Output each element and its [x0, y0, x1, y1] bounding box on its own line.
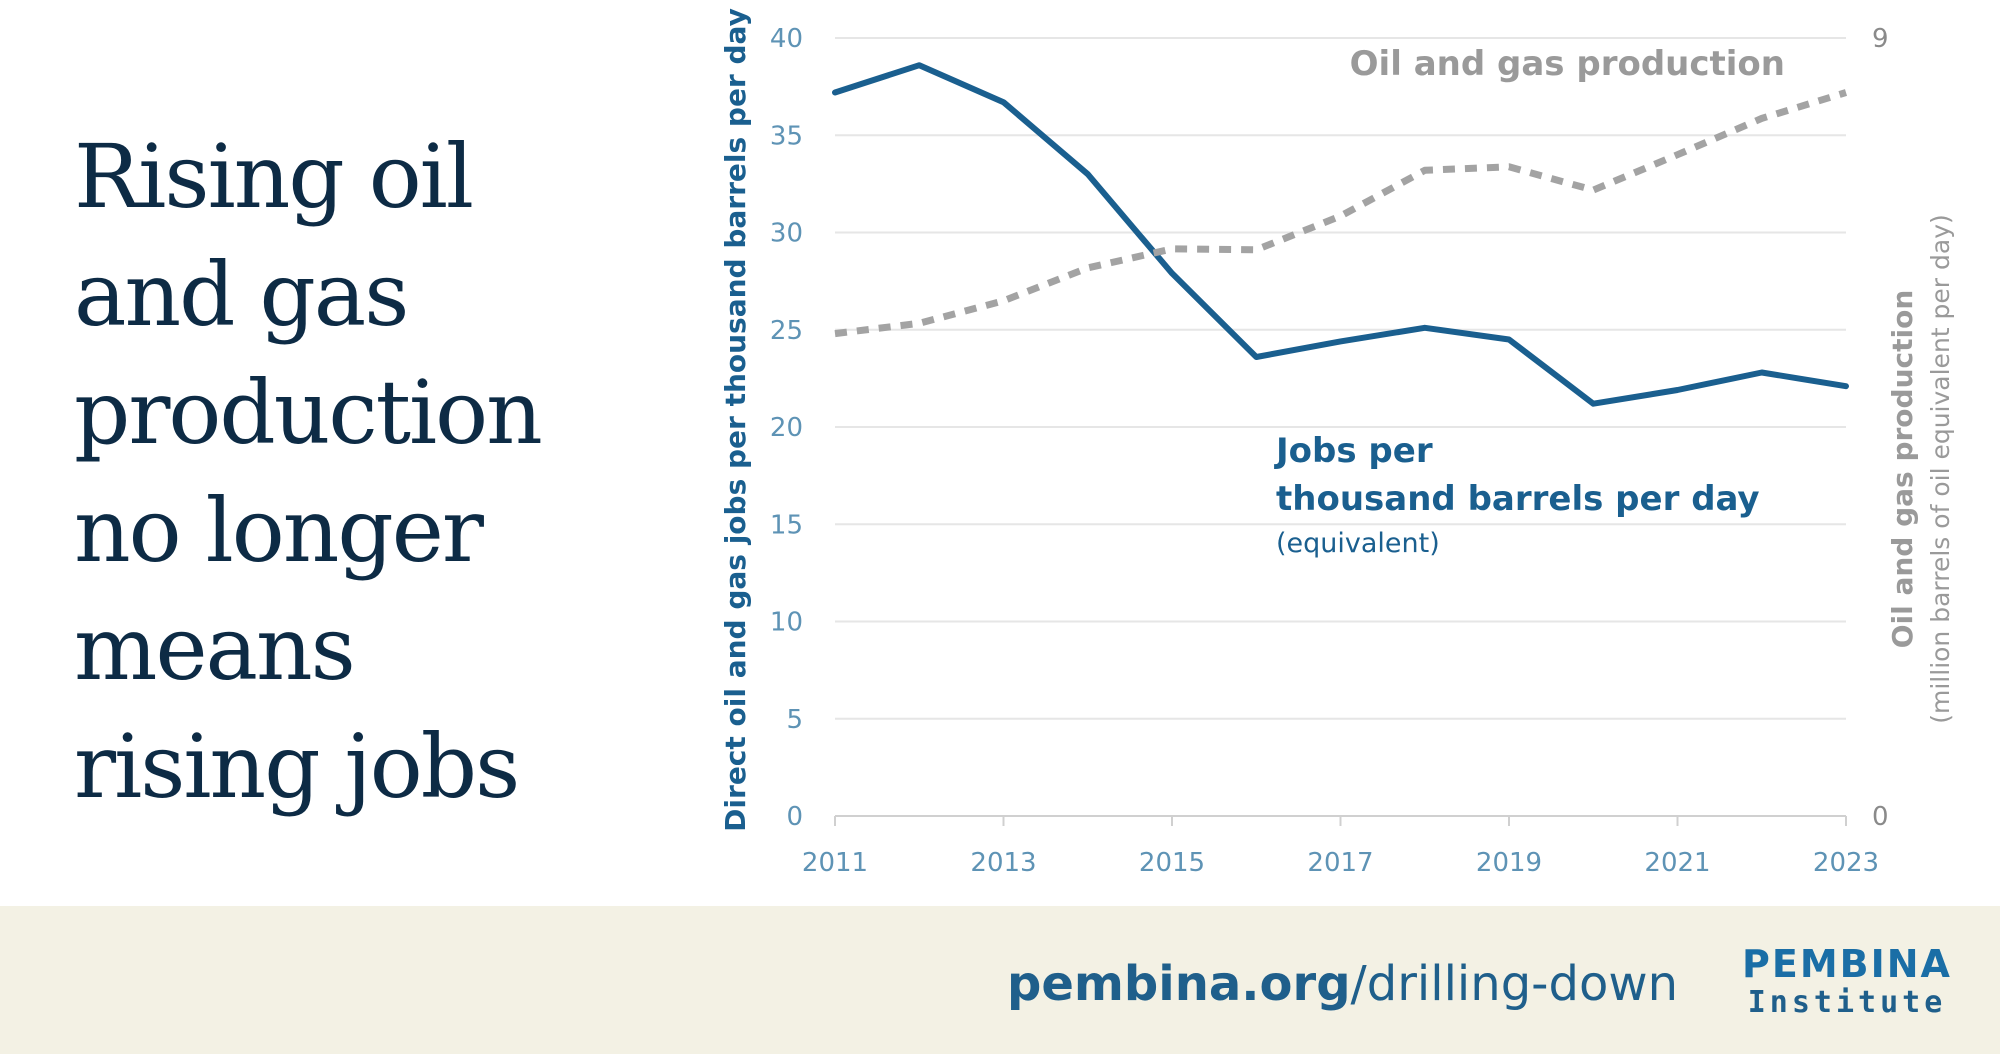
- x-tick-label: 2019: [1476, 848, 1542, 878]
- right-tick-label: 9: [1872, 24, 1889, 54]
- footer-url-domain: pembina.org: [1007, 956, 1351, 1012]
- left-tick-label: 20: [770, 413, 803, 443]
- left-tick-label: 25: [770, 316, 803, 346]
- x-tick-label: 2011: [802, 848, 868, 878]
- right-axis-ticks: 09: [1872, 24, 1889, 832]
- production-series-label: Oil and gas production: [1350, 44, 1785, 84]
- headline-line: production: [74, 361, 543, 464]
- jobs-series-label-line1: Jobs per: [1274, 431, 1433, 471]
- pembina-logo: PEMBINA Institute: [1732, 942, 1962, 1020]
- right-axis-sublabel: (million barrels of oil equivalent per d…: [1926, 214, 1955, 724]
- right-axis-label: Oil and gas production: [1886, 290, 1919, 649]
- x-tick-label: 2015: [1139, 848, 1205, 878]
- headline-line: means: [74, 597, 356, 700]
- x-tick-label: 2017: [1307, 848, 1373, 878]
- jobs-series-line: [832, 62, 1849, 407]
- left-axis-label: Direct oil and gas jobs per thousand bar…: [719, 8, 752, 832]
- series-layer: [832, 62, 1849, 407]
- left-tick-label: 5: [786, 705, 803, 735]
- footer: pembina.org/drilling-down PEMBINA Instit…: [0, 906, 2000, 1054]
- headline-line: no longer: [74, 479, 484, 582]
- right-tick-label: 0: [1872, 802, 1889, 832]
- jobs-series-label-note: (equivalent): [1276, 528, 1440, 559]
- headline-line: and gas: [74, 243, 409, 346]
- footer-url-path: /drilling-down: [1350, 956, 1678, 1012]
- headline-line: Rising oil: [74, 125, 474, 228]
- production-series-line: [834, 89, 1848, 338]
- x-axis-ticks: 2011 2013 2015 2017 2019 2021 2023: [802, 816, 1879, 878]
- x-tick-label: 2013: [970, 848, 1036, 878]
- left-tick-label: 15: [770, 510, 803, 540]
- x-tick-label: 2021: [1644, 848, 1710, 878]
- footer-url[interactable]: pembina.org/drilling-down: [1007, 956, 1678, 1012]
- logo-line2: Institute: [1747, 985, 1947, 1020]
- jobs-series-label-line2: thousand barrels per day: [1276, 479, 1760, 519]
- left-tick-label: 30: [770, 219, 803, 249]
- headline: Rising oil and gas production no longer …: [74, 118, 634, 826]
- left-tick-label: 10: [770, 608, 803, 638]
- left-tick-label: 40: [770, 24, 803, 54]
- x-tick-label: 2023: [1813, 848, 1879, 878]
- left-axis-ticks: 0 5 10 15 20 25 30 35 40: [770, 24, 803, 832]
- left-tick-label: 35: [770, 121, 803, 151]
- logo-line1: PEMBINA: [1742, 942, 1952, 986]
- headline-line: rising jobs: [74, 715, 520, 818]
- grid-layer: [835, 37, 1846, 817]
- left-tick-label: 0: [786, 802, 803, 832]
